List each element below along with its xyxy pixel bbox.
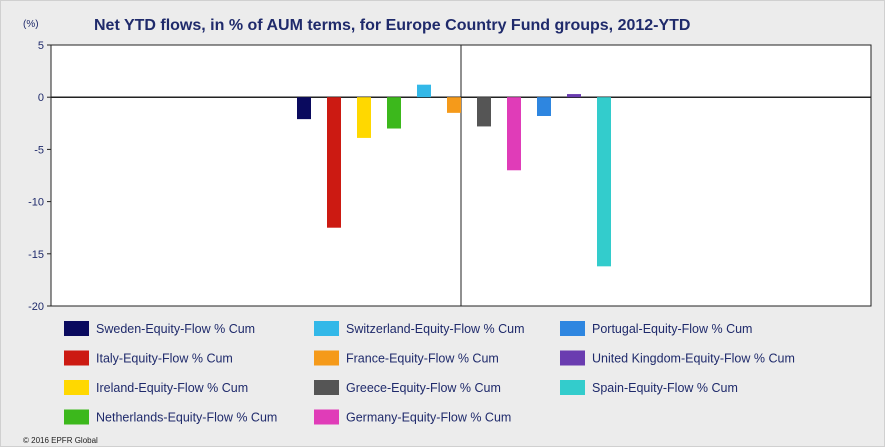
legend-label: Italy-Equity-Flow % Cum — [96, 352, 233, 366]
legend-label: United Kingdom-Equity-Flow % Cum — [592, 352, 795, 366]
y-tick-label: -20 — [28, 301, 44, 313]
bar-france — [447, 97, 461, 113]
y-tick-label: -10 — [28, 197, 44, 209]
bar-united-kingdom — [567, 94, 581, 98]
y-axis-unit: (%) — [23, 19, 39, 30]
legend-swatch — [64, 380, 89, 395]
legend-label: Portugal-Equity-Flow % Cum — [592, 322, 752, 336]
legend-label: Netherlands-Equity-Flow % Cum — [96, 411, 277, 425]
y-tick-label: 5 — [38, 40, 44, 52]
bar-ireland — [357, 97, 371, 138]
legend-label: Sweden-Equity-Flow % Cum — [96, 322, 255, 336]
legend-label: Greece-Equity-Flow % Cum — [346, 381, 501, 395]
legend-swatch — [314, 350, 339, 366]
chart-title: Net YTD flows, in % of AUM terms, for Eu… — [94, 17, 690, 34]
legend-swatch — [560, 321, 585, 336]
y-tick-label: 0 — [38, 92, 44, 104]
legend-label: Spain-Equity-Flow % Cum — [592, 381, 738, 395]
legend-swatch — [314, 321, 339, 336]
bar-netherlands — [387, 97, 401, 129]
bar-germany — [507, 97, 521, 171]
legend-label: Switzerland-Equity-Flow % Cum — [346, 322, 525, 336]
legend-swatch — [314, 409, 339, 425]
y-tick-label: -15 — [28, 249, 44, 261]
bar-switzerland — [417, 84, 431, 98]
bar-italy — [327, 97, 341, 228]
legend-label: France-Equity-Flow % Cum — [346, 352, 499, 366]
legend-label: Ireland-Equity-Flow % Cum — [96, 381, 248, 395]
legend-swatch — [560, 350, 585, 366]
y-tick-label: -5 — [34, 144, 44, 156]
legend-swatch — [314, 380, 339, 395]
legend-swatch — [64, 409, 89, 425]
legend-swatch — [560, 380, 585, 395]
legend-swatch — [64, 321, 89, 336]
legend-swatch — [64, 350, 89, 366]
copyright: © 2016 EPFR Global — [23, 436, 98, 445]
bar-sweden — [297, 97, 311, 120]
bar-portugal — [537, 97, 551, 116]
legend-label: Germany-Equity-Flow % Cum — [346, 411, 511, 425]
bar-greece — [477, 97, 491, 127]
bar-spain — [597, 97, 611, 267]
